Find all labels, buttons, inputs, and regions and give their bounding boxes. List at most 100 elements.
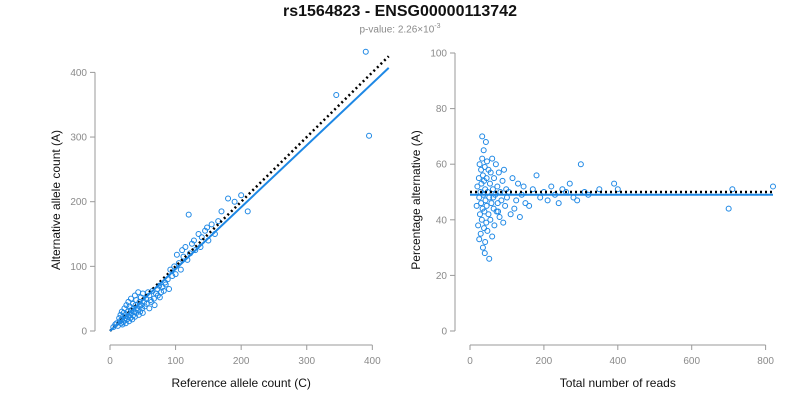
- right-data-point: [488, 200, 495, 207]
- right-data-point: [483, 202, 490, 209]
- right-data-point: [476, 236, 483, 243]
- right-y-tick-label: 60: [436, 160, 448, 171]
- left-x-axis-label: Reference allele count (C): [171, 376, 310, 390]
- left-data-point: [179, 247, 186, 254]
- right-data-point: [611, 180, 618, 187]
- right-data-point: [483, 175, 490, 182]
- right-data-point: [495, 208, 502, 215]
- right-data-point: [520, 183, 527, 190]
- left-y-tick-label: 100: [70, 262, 87, 273]
- right-data-point: [481, 250, 488, 257]
- left-data-point: [218, 208, 225, 215]
- right-data-point: [507, 211, 514, 218]
- left-data-point: [171, 263, 178, 270]
- right-data-point: [476, 211, 483, 218]
- right-data-point: [479, 133, 486, 140]
- left-data-point: [185, 211, 192, 218]
- right-data-point: [484, 227, 491, 234]
- right-y-tick-label: 0: [441, 327, 447, 338]
- right-data-point: [489, 186, 496, 193]
- chart-subtitle: p-value: 2.26×10-3: [0, 23, 800, 35]
- right-x-tick-label: 0: [467, 356, 473, 367]
- pvalue-exponent: -3: [434, 23, 441, 30]
- right-data-point: [502, 202, 509, 209]
- left-x-tick-label: 400: [364, 356, 381, 367]
- right-data-point: [522, 200, 529, 207]
- right-data-point: [473, 202, 480, 209]
- right-data-point: [474, 183, 481, 190]
- chart-title: rs1564823 - ENSG00000113742: [283, 3, 517, 20]
- left-data-point: [198, 234, 205, 241]
- right-data-point: [494, 183, 501, 190]
- right-data-point: [479, 172, 486, 179]
- right-data-point: [529, 186, 536, 193]
- left-data-point: [166, 285, 173, 292]
- right-data-point: [559, 186, 566, 193]
- left-data-point: [182, 243, 189, 250]
- right-data-point: [614, 186, 621, 193]
- left-fit-line: [109, 67, 390, 332]
- right-data-point: [498, 197, 505, 204]
- left-data-point: [160, 287, 167, 294]
- right-data-point: [729, 186, 736, 193]
- left-x-tick-label: 200: [233, 356, 250, 367]
- right-data-point: [479, 244, 486, 251]
- right-data-point: [481, 225, 488, 232]
- right-x-axis-label: Total number of reads: [560, 376, 676, 390]
- left-x-tick-label: 100: [167, 356, 184, 367]
- left-data-point: [362, 48, 369, 55]
- right-data-point: [544, 197, 551, 204]
- right-data-point: [475, 222, 482, 229]
- right-data-point: [548, 183, 555, 190]
- right-data-point: [574, 197, 581, 204]
- left-data-point: [204, 224, 211, 231]
- left-data-point: [190, 237, 197, 244]
- right-data-point: [496, 214, 503, 221]
- right-data-point: [481, 208, 488, 215]
- left-data-point: [127, 295, 134, 302]
- right-data-point: [492, 161, 499, 168]
- right-data-point: [566, 180, 573, 187]
- right-data-point: [511, 205, 518, 212]
- right-data-point: [500, 219, 507, 226]
- right-x-tick-label: 800: [757, 356, 774, 367]
- right-data-point: [516, 214, 523, 221]
- right-data-point: [482, 197, 489, 204]
- left-data-point: [162, 281, 169, 288]
- right-data-point: [526, 202, 533, 209]
- right-data-point: [483, 158, 490, 165]
- left-data-point: [177, 266, 184, 273]
- right-data-point: [486, 180, 493, 187]
- right-data-point: [509, 175, 516, 182]
- right-data-point: [487, 216, 494, 223]
- right-y-tick-label: 100: [430, 49, 447, 60]
- right-data-point: [503, 194, 510, 201]
- right-y-tick-label: 80: [436, 104, 448, 115]
- right-data-point: [533, 172, 540, 179]
- left-data-point: [225, 195, 232, 202]
- right-data-point: [482, 138, 489, 145]
- right-data-point: [483, 219, 490, 226]
- right-y-tick-label: 40: [436, 215, 448, 226]
- left-x-tick-label: 300: [298, 356, 315, 367]
- right-data-point: [480, 147, 487, 154]
- right-data-point: [485, 211, 492, 218]
- right-data-point: [499, 177, 506, 184]
- left-panel: 0 100 200 300 400 0 100 200 300 400 Reference alle…: [49, 48, 390, 390]
- right-x-tick-label: 200: [536, 356, 553, 367]
- right-data-point: [479, 155, 486, 162]
- left-reference-line: [109, 55, 390, 332]
- right-data-point: [491, 222, 498, 229]
- right-data-point: [481, 163, 488, 170]
- right-panel: 0 200 400 600 800 0 20 40 60 80 100 Total number of…: [409, 49, 776, 390]
- right-data-point: [515, 180, 522, 187]
- right-data-point: [495, 169, 502, 176]
- right-data-point: [577, 161, 584, 168]
- left-data-point: [333, 92, 340, 99]
- right-x-tick-label: 400: [609, 356, 626, 367]
- left-data-point: [139, 290, 146, 297]
- right-data-point: [537, 194, 544, 201]
- right-x-tick-label: 600: [683, 356, 700, 367]
- left-data-point: [195, 231, 202, 238]
